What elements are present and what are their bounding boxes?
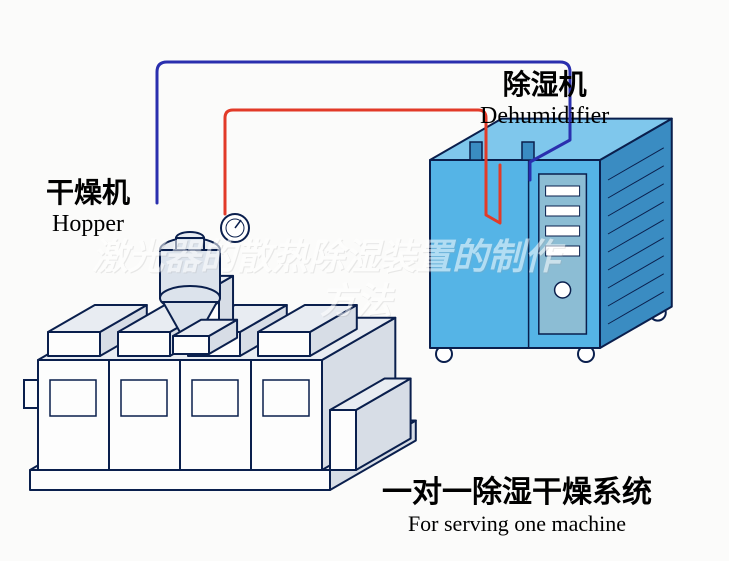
label-system-en: For serving one machine xyxy=(382,511,652,537)
label-dehumidifier-en: Dehumidifier xyxy=(480,103,609,130)
label-dehumidifier: 除湿机 Dehumidifier xyxy=(480,63,609,130)
label-system: 一对一除湿干燥系统 For serving one machine xyxy=(382,467,652,537)
label-dehumidifier-cn: 除湿机 xyxy=(480,63,609,103)
label-hopper-cn: 干燥机 xyxy=(46,171,130,211)
label-hopper: 干燥机 Hopper xyxy=(46,171,130,238)
label-system-cn: 一对一除湿干燥系统 xyxy=(382,467,652,511)
label-hopper-en: Hopper xyxy=(46,211,130,238)
